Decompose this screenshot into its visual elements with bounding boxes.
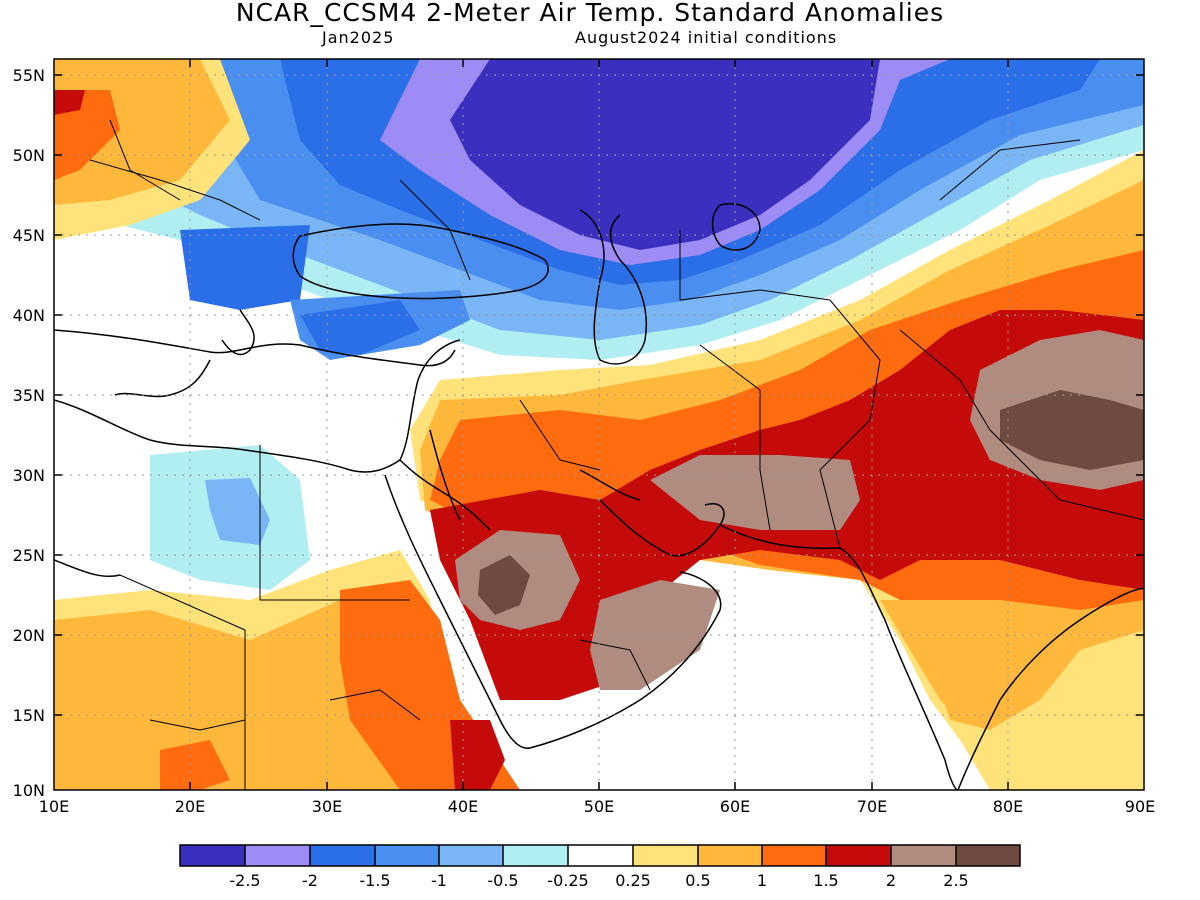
colorbar-label: 0.25	[615, 871, 651, 890]
colorbar-label: -2	[302, 871, 318, 890]
colorbar-swatch	[503, 845, 568, 866]
lat-label: 40N	[13, 306, 45, 325]
graticule	[54, 59, 1144, 790]
lat-label: 15N	[13, 706, 45, 725]
map-title: NCAR_CCSM4 2-Meter Air Temp. Standard An…	[235, 0, 945, 27]
lat-label: 45N	[13, 226, 45, 245]
axis-ticks	[54, 59, 1144, 790]
warm-brown-iran	[650, 455, 860, 530]
sahara-lightblue	[205, 478, 270, 545]
colorbar-swatch	[439, 845, 503, 866]
warm-darkbrown-tibet	[1000, 390, 1144, 470]
lat-label: 10N	[13, 781, 45, 800]
cold-core	[450, 59, 880, 250]
coastlines	[54, 203, 1144, 790]
anatolia-cold-core	[300, 300, 420, 355]
colorbar-swatch	[698, 845, 762, 866]
colorbar-swatch	[568, 845, 633, 866]
lat-label: 50N	[13, 146, 45, 165]
lon-label: 20E	[175, 797, 205, 816]
colorbar-swatch	[956, 845, 1020, 866]
colorbar-label: 2.5	[943, 871, 968, 890]
europe-warm-orange	[54, 90, 120, 180]
colorbar-swatch	[891, 845, 956, 866]
lat-label: 20N	[13, 626, 45, 645]
lon-label: 90E	[1125, 797, 1155, 816]
colorbar-label: -1.5	[359, 871, 390, 890]
forecast-month: Jan2025	[322, 28, 395, 47]
africa-red	[450, 720, 505, 790]
lat-label: 30N	[13, 466, 45, 485]
lon-label: 80E	[993, 797, 1023, 816]
lat-label: 35N	[13, 386, 45, 405]
colorbar-label: -1	[431, 871, 447, 890]
colorbar: -2.5 -2 -1.5 -1 -0.5 -0.25 0.25 0.5 1 1.…	[179, 844, 1021, 890]
colorbar-swatch	[633, 845, 698, 866]
longitude-labels: 10E 20E 30E 40E 50E 60E 70E 80E 90E	[39, 797, 1155, 816]
colorbar-label: 1.5	[813, 871, 838, 890]
colorbar-swatch	[762, 845, 826, 866]
india-gold	[880, 600, 1080, 720]
lon-label: 50E	[584, 797, 614, 816]
colorbar-label: 0.5	[685, 871, 710, 890]
colorbar-label: -0.5	[487, 871, 518, 890]
lon-label: 70E	[857, 797, 887, 816]
warm-darkbrown-arabia	[478, 555, 530, 615]
colorbar-label: 2	[886, 871, 896, 890]
colorbar-swatch	[245, 845, 310, 866]
lon-label: 60E	[720, 797, 750, 816]
africa-orange-small	[160, 740, 230, 790]
europe-warm-red	[54, 90, 85, 115]
colorbar-label: -0.25	[547, 871, 588, 890]
lon-label: 30E	[312, 797, 342, 816]
lon-label: 10E	[39, 797, 69, 816]
lon-label: 40E	[448, 797, 478, 816]
colorbar-swatch	[826, 845, 891, 866]
borders	[89, 119, 1144, 790]
latitude-labels: 55N 50N 45N 40N 35N 30N 25N 20N 15N 10N	[13, 66, 45, 800]
colorbar-label: 1	[757, 871, 767, 890]
colorbar-swatch	[375, 845, 439, 866]
anomaly-field	[54, 59, 1144, 790]
colorbar-swatch	[310, 845, 375, 866]
colorbar-swatch	[180, 845, 245, 866]
lat-label: 25N	[13, 546, 45, 565]
colorbar-label: -2.5	[229, 871, 260, 890]
initial-conditions: August2024 initial conditions	[575, 28, 838, 47]
balkan-cold	[180, 225, 310, 310]
lat-label: 55N	[13, 66, 45, 85]
